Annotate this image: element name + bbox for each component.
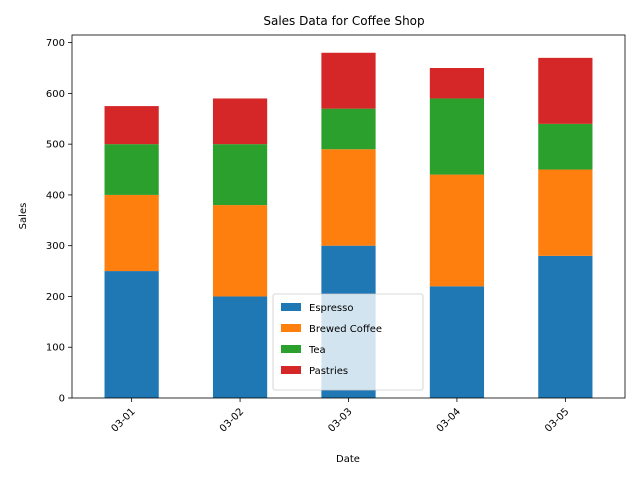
x-axis-label: Date [336,454,360,465]
x-tick-label-03-01: 03-01 [109,406,137,434]
bar-pastries-03-02 [212,98,268,145]
x-tick-label-03-04: 03-04 [435,406,463,434]
legend-label-espresso: Espresso [309,303,353,314]
legend-label-tea: Tea [308,345,326,356]
bar-brewed-coffee-03-02 [212,205,268,297]
y-tick-label-400: 400 [46,190,65,201]
y-axis: 0 100 200 300 400 500 600 700 [46,38,72,405]
bar-pastries-03-03 [321,52,376,109]
y-tick-label-200: 200 [46,292,65,303]
bar-brewed-coffee-03-05 [538,169,593,256]
bar-tea-03-03 [321,108,376,150]
bar-tea-03-05 [538,123,593,170]
bar-tea-03-01 [104,144,159,195]
legend-swatch-espresso [281,303,301,311]
bar-pastries-03-01 [104,106,159,145]
y-tick-label-300: 300 [46,241,65,252]
y-tick-label-600: 600 [46,89,65,100]
legend-label-pastries: Pastries [309,366,348,377]
x-axis: 03-01 03-02 03-03 03-04 03-05 [109,398,571,435]
x-tick-label-03-03: 03-03 [326,406,354,434]
x-tick-label-03-02: 03-02 [218,406,246,434]
y-tick-label-100: 100 [46,343,65,354]
bar-pastries-03-04 [429,68,485,99]
legend-swatch-tea [281,345,301,353]
legend: Espresso Brewed Coffee Tea Pastries [272,293,424,391]
bar-tea-03-02 [212,144,268,206]
bar-espresso-03-04 [429,286,485,398]
bar-brewed-coffee-03-01 [104,194,159,272]
y-tick-label-500: 500 [46,140,65,151]
y-tick-label-700: 700 [46,38,65,49]
legend-box [272,293,424,391]
bar-tea-03-04 [429,98,485,175]
bar-espresso-03-02 [212,296,268,398]
legend-label-brewed-coffee: Brewed Coffee [309,324,382,335]
bar-brewed-coffee-03-03 [321,149,376,246]
legend-swatch-brewed-coffee [281,324,301,332]
x-tick-label-03-05: 03-05 [543,406,571,434]
y-axis-label: Sales [18,203,29,230]
bar-pastries-03-05 [538,57,593,124]
bar-espresso-03-01 [104,271,159,398]
chart-title: Sales Data for Coffee Shop [263,14,424,28]
y-tick-label-0: 0 [59,394,65,405]
bar-espresso-03-05 [538,255,593,398]
legend-swatch-pastries [281,366,301,374]
bar-brewed-coffee-03-04 [429,174,485,287]
